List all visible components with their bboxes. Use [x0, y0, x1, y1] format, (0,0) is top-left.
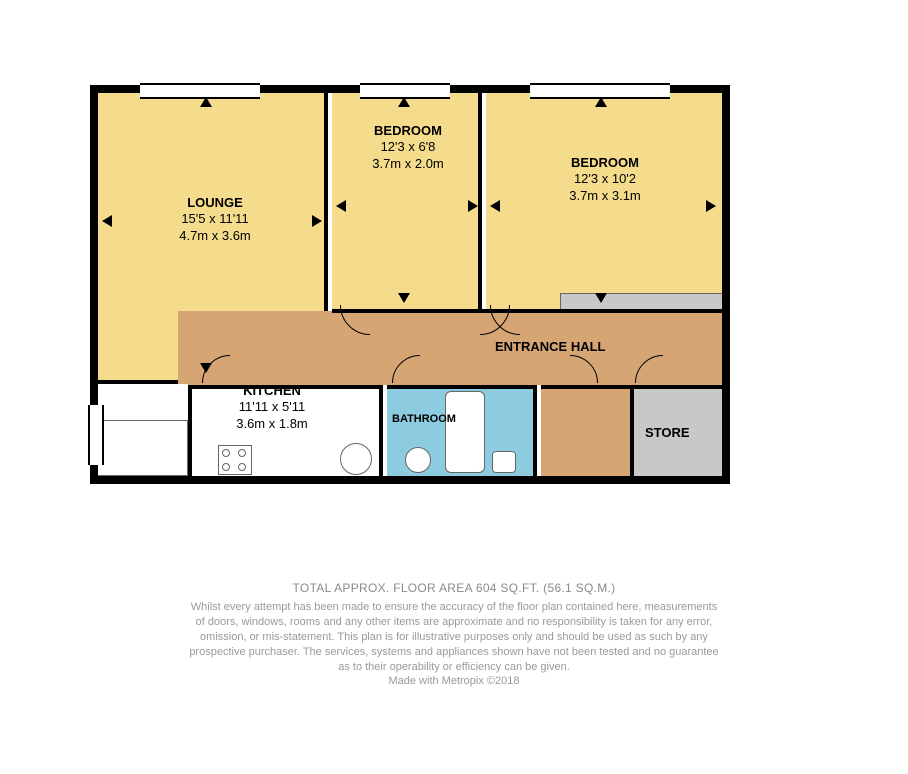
wall-under-bedrooms	[332, 309, 722, 313]
floorplan-page: LOUNGE 15'5 x 11'11 4.7m x 3.6m BEDROOM …	[0, 0, 908, 774]
arrow-icon	[595, 293, 607, 303]
arrow-icon	[102, 215, 112, 227]
arrow-icon	[398, 293, 410, 303]
washer-icon	[340, 443, 372, 475]
footer-headline: TOTAL APPROX. FLOOR AREA 604 SQ.FT. (56.…	[70, 580, 838, 596]
label-kitchen: KITCHEN 11'11 x 5'11 3.6m x 1.8m	[202, 383, 342, 432]
hob-ring-icon	[238, 463, 246, 471]
footer-line: omission, or mis-statement. This plan is…	[70, 630, 838, 645]
room-name: BEDROOM	[374, 123, 442, 138]
label-bathroom: BATHROOM	[392, 413, 456, 425]
corridor-gap	[541, 385, 630, 476]
arrow-icon	[706, 200, 716, 212]
hob-ring-icon	[238, 449, 246, 457]
room-name: BEDROOM	[571, 155, 639, 170]
window-icon	[140, 83, 260, 99]
sink-icon	[492, 451, 516, 473]
footer-line: prospective purchaser. The services, sys…	[70, 645, 838, 660]
arrow-icon	[200, 363, 212, 373]
room-dim-imperial: 12'3 x 10'2	[574, 171, 636, 186]
hob-ring-icon	[222, 449, 230, 457]
footer-line: Whilst every attempt has been made to en…	[70, 600, 838, 615]
room-name: KITCHEN	[243, 383, 301, 398]
window-icon	[88, 405, 104, 465]
room-dim-metric: 3.7m x 3.1m	[569, 188, 641, 203]
room-dim-imperial: 12'3 x 6'8	[381, 139, 436, 154]
arrow-icon	[336, 200, 346, 212]
window-icon	[360, 83, 450, 99]
footer-credit: Made with Metropix ©2018	[70, 674, 838, 689]
room-dim-metric: 3.6m x 1.8m	[236, 416, 308, 431]
arrow-icon	[468, 200, 478, 212]
room-dim-metric: 3.7m x 2.0m	[372, 156, 444, 171]
label-entrance-hall: ENTRANCE HALL	[495, 339, 606, 354]
kitchen-counter	[98, 420, 188, 476]
hob-ring-icon	[222, 463, 230, 471]
toilet-icon	[405, 447, 431, 473]
room-dim-metric: 4.7m x 3.6m	[179, 228, 251, 243]
room-name: LOUNGE	[187, 195, 243, 210]
room-dim-imperial: 11'11 x 5'11	[239, 399, 305, 414]
arrow-icon	[490, 200, 500, 212]
floorplan-canvas: LOUNGE 15'5 x 11'11 4.7m x 3.6m BEDROOM …	[90, 85, 735, 485]
room-dim-imperial: 15'5 x 11'11	[181, 211, 248, 226]
label-store: STORE	[645, 425, 690, 440]
label-lounge: LOUNGE 15'5 x 11'11 4.7m x 3.6m	[145, 195, 285, 244]
footer-line: as to their operability or efficiency ca…	[70, 660, 838, 675]
label-bedroom-2: BEDROOM 12'3 x 10'2 3.7m x 3.1m	[535, 155, 675, 204]
arrow-icon	[312, 215, 322, 227]
label-bedroom-1: BEDROOM 12'3 x 6'8 3.7m x 2.0m	[338, 123, 478, 172]
window-icon	[530, 83, 670, 99]
bathtub-icon	[445, 391, 485, 473]
footer-line: of doors, windows, rooms and any other i…	[70, 615, 838, 630]
footer-block: TOTAL APPROX. FLOOR AREA 604 SQ.FT. (56.…	[70, 580, 838, 689]
